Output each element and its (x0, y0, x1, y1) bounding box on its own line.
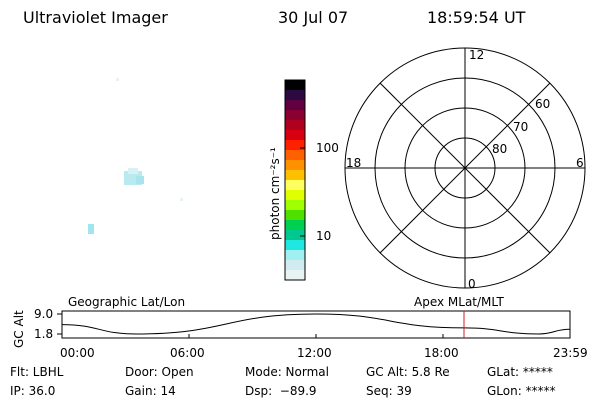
color-bar-segment (285, 160, 305, 171)
color-bar-segment (285, 190, 305, 201)
color-bar-segment (285, 240, 305, 251)
image-speck (136, 176, 144, 184)
mlt-label-0: 0 (468, 277, 476, 291)
polar-plot (344, 47, 586, 289)
color-bar-segment (285, 150, 305, 161)
x-tick-label: 18:00 (424, 346, 459, 360)
color-bar-segment (285, 260, 305, 271)
color-bar-segment (285, 230, 305, 241)
uv-image (88, 78, 183, 234)
lat-label-60: 60 (535, 97, 551, 111)
info-gcalt: GC Alt: 5.8 Re (366, 365, 450, 379)
info-door: Door: Open (125, 365, 194, 379)
timeline-ticks (57, 313, 444, 338)
color-bar-segment (285, 210, 305, 221)
timeline-right-caption: Apex MLat/MLT (414, 295, 504, 309)
color-bar-ticks (300, 147, 305, 237)
x-tick-label: 00:00 (60, 346, 95, 360)
lat-label-80: 80 (492, 142, 508, 156)
color-bar-segment (285, 220, 305, 231)
color-bar-segment (285, 100, 305, 111)
x-tick-label: 12:00 (297, 346, 332, 360)
color-bar-segment (285, 130, 305, 141)
time-label: 18:59:54 UT (427, 8, 526, 27)
image-speck (128, 168, 138, 174)
mlt-label-18: 18 (346, 156, 362, 170)
timeline-y-axis-title: GC Alt (12, 310, 26, 348)
instrument-title: Ultraviolet Imager (23, 8, 168, 27)
color-bar-segment (285, 90, 305, 101)
y-tick-label: 1.8 (34, 327, 54, 341)
image-speck (116, 78, 119, 81)
color-bar-segment (285, 110, 305, 121)
info-flt: Flt: LBHL (10, 365, 64, 379)
color-bar-segment (285, 170, 305, 181)
info-glat: GLat: ***** (487, 365, 553, 379)
info-dsp: Dsp: −89.9 (245, 384, 317, 398)
info-mode: Mode: Normal (245, 365, 329, 379)
date-label: 30 Jul 07 (278, 8, 349, 27)
mlt-label-6: 6 (576, 156, 584, 170)
color-bar-tick-label: 100 (316, 141, 339, 155)
info-gain: Gain: 14 (125, 384, 176, 398)
color-bar-segment (285, 270, 305, 281)
color-bar-unit-label: photon cm⁻²s⁻¹ (268, 147, 282, 240)
x-tick-label: 23:59 (553, 346, 588, 360)
color-bar-tick-label: 10 (316, 229, 332, 243)
color-bar-frame (284, 79, 306, 281)
color-bar-segment (285, 200, 305, 211)
lat-label-70: 70 (513, 120, 529, 134)
color-bar-segment (285, 140, 305, 151)
info-seq: Seq: 39 (366, 384, 412, 398)
info-ip: IP: 36.0 (10, 384, 56, 398)
color-bar-segment (285, 120, 305, 131)
x-tick-label: 06:00 (170, 346, 205, 360)
info-glon: GLon: ***** (487, 384, 556, 398)
polar-diagonal (379, 82, 551, 254)
y-tick-label: 9.0 (34, 307, 54, 321)
color-bar (285, 80, 305, 281)
color-bar-segment (285, 250, 305, 261)
mlt-label-12: 12 (469, 48, 485, 62)
altitude-curve (61, 313, 571, 335)
timeline-left-caption: Geographic Lat/Lon (68, 295, 186, 309)
image-speck (180, 198, 183, 201)
color-bar-segment (285, 180, 305, 191)
color-bar-segment (285, 80, 305, 91)
image-speck (88, 224, 94, 234)
